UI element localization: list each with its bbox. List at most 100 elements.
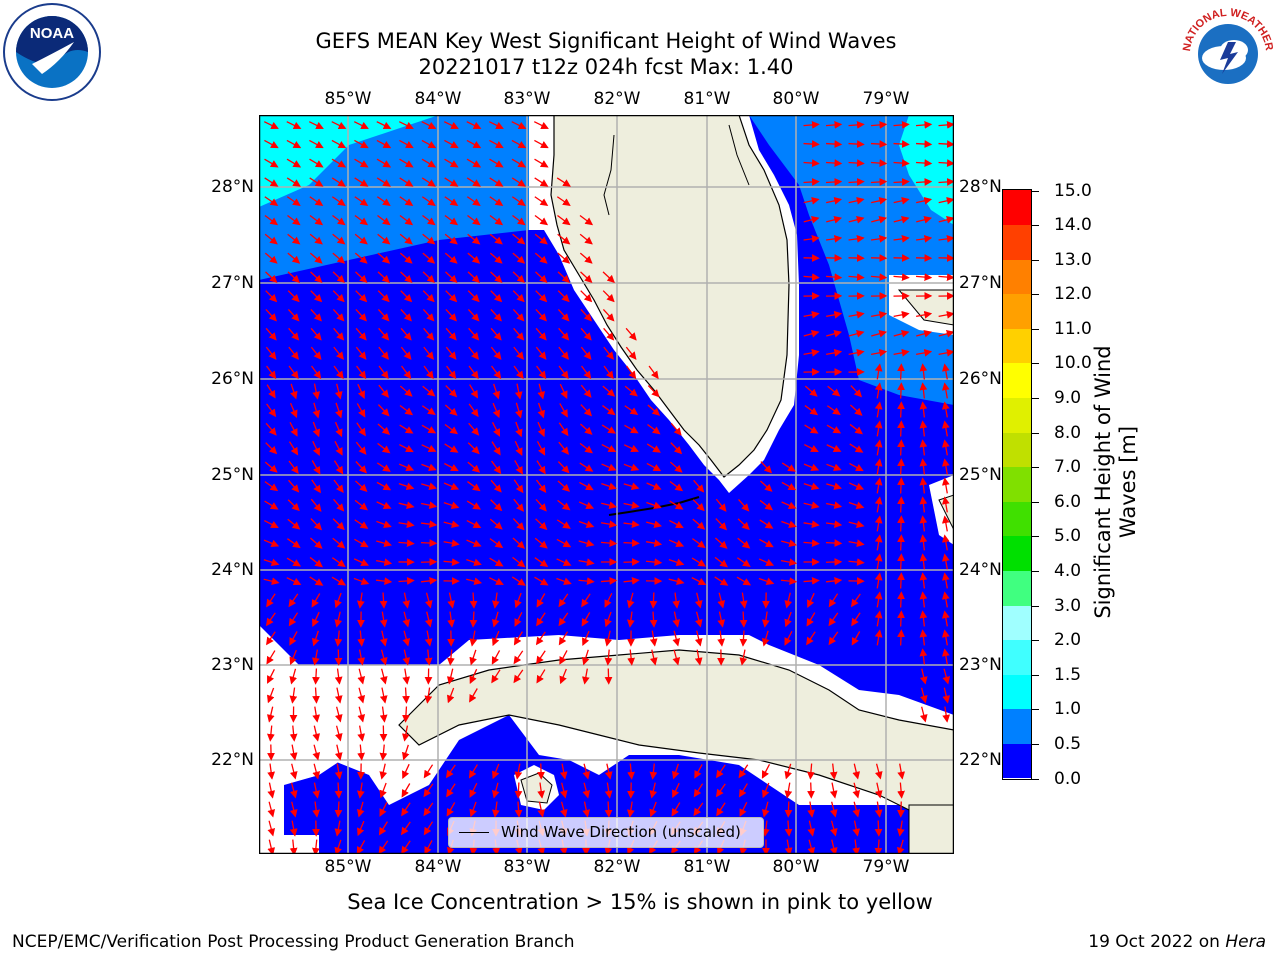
- wind-arrow: [265, 422, 277, 436]
- wind-arrow: [919, 496, 928, 513]
- wind-arrow: [852, 839, 860, 856]
- colorbar-tick-mark: [1032, 709, 1039, 711]
- wind-arrow: [334, 687, 343, 704]
- wind-arrow: [266, 365, 277, 380]
- wind-arrow: [469, 801, 477, 818]
- wind-arrow: [714, 556, 728, 568]
- wind-arrow: [781, 501, 797, 509]
- colorbar-tick-label: 11.0: [1054, 318, 1092, 339]
- wind-arrow: [558, 593, 569, 608]
- wind-arrow: [443, 520, 460, 529]
- wind-arrow: [446, 802, 456, 817]
- wind-arrow: [399, 177, 414, 187]
- colorbar-tick-label: 9.0: [1054, 388, 1082, 409]
- colorbar-segment: [1003, 224, 1031, 260]
- wind-arrow: [557, 290, 570, 303]
- lon-tick-top: 81°W: [683, 89, 731, 109]
- wind-arrow: [400, 290, 413, 303]
- wind-arrow: [289, 422, 298, 437]
- wind-arrow: [623, 520, 640, 528]
- wind-arrow: [357, 668, 366, 685]
- wind-arrow: [826, 482, 842, 491]
- wind-arrow: [871, 329, 888, 338]
- wind-arrow: [627, 611, 635, 628]
- wind-arrow: [492, 801, 500, 818]
- wind-arrow: [354, 158, 369, 168]
- wind-arrow: [803, 501, 820, 510]
- wind-arrow: [266, 706, 275, 723]
- wind-arrow: [376, 158, 392, 168]
- wind-arrow: [444, 252, 458, 264]
- wind-arrow: [897, 782, 905, 799]
- colorbar-segment: [1003, 708, 1031, 744]
- wind-arrow: [848, 310, 865, 319]
- wind-arrow: [288, 441, 299, 456]
- footer-credit: NCEP/EMC/Verification Post Processing Pr…: [12, 932, 575, 952]
- wind-arrow: [941, 553, 950, 570]
- footer-date-text: 19 Oct 2022 on: [1088, 932, 1226, 952]
- wind-arrow: [893, 348, 910, 357]
- wind-arrow: [399, 405, 414, 416]
- wind-arrow: [536, 612, 546, 627]
- wind-arrow: [691, 557, 707, 567]
- wind-arrow: [379, 706, 388, 723]
- wind-arrow: [671, 763, 680, 780]
- wind-arrow: [534, 233, 548, 245]
- wind-arrow: [513, 669, 524, 684]
- wind-arrow: [558, 631, 569, 646]
- colorbar-segment: [1003, 743, 1031, 779]
- wind-arrow: [467, 442, 480, 455]
- colorbar-segment: [1003, 466, 1031, 502]
- wind-arrow: [874, 782, 883, 799]
- wind-arrow: [266, 650, 276, 665]
- wind-arrow: [443, 539, 460, 548]
- wind-arrow: [514, 612, 523, 627]
- wind-arrow: [401, 365, 412, 380]
- wind-arrow: [916, 215, 933, 224]
- wind-arrow: [286, 557, 302, 567]
- wind-arrow: [309, 196, 324, 206]
- wind-arrow: [312, 440, 320, 456]
- wind-arrow: [848, 140, 865, 148]
- wind-arrow: [377, 423, 390, 435]
- wind-arrow: [491, 669, 501, 684]
- wind-arrow: [289, 668, 297, 685]
- wind-arrow: [312, 782, 321, 799]
- wind-arrow: [715, 783, 726, 798]
- wind-arrow: [444, 423, 459, 435]
- wind-arrow: [603, 365, 614, 380]
- wind-arrow: [379, 687, 388, 704]
- colorbar-segment: [1003, 674, 1031, 710]
- wind-arrow: [490, 346, 502, 360]
- wind-arrow: [534, 576, 549, 586]
- band-10-15-nw: [259, 115, 439, 207]
- wind-arrow: [466, 577, 483, 586]
- wind-arrow: [377, 252, 391, 264]
- wind-arrow: [941, 496, 950, 513]
- wind-arrow: [919, 458, 928, 475]
- lat-tick-left: 25°N: [211, 465, 254, 485]
- wind-arrow: [737, 518, 750, 531]
- wind-arrow: [580, 327, 592, 341]
- wind-arrow: [579, 252, 593, 264]
- wind-arrow: [264, 214, 279, 226]
- wind-arrow: [468, 422, 480, 436]
- wind-arrow: [489, 177, 504, 187]
- wind-arrow: [466, 539, 482, 547]
- colorbar-tick-label: 8.0: [1054, 422, 1082, 443]
- wind-arrow: [535, 290, 548, 303]
- wind-arrow: [738, 764, 749, 779]
- wind-arrow: [938, 140, 955, 148]
- wind-arrow: [848, 215, 865, 224]
- wind-arrow: [848, 329, 865, 338]
- wind-arrow: [604, 782, 613, 799]
- wind-arrow: [422, 385, 436, 397]
- wind-arrow: [354, 519, 369, 529]
- wind-arrow: [398, 539, 415, 547]
- wind-arrow: [310, 309, 322, 322]
- wind-arrow: [559, 668, 567, 685]
- wind-arrow: [424, 649, 433, 666]
- wind-arrow: [422, 252, 436, 264]
- wind-arrow: [377, 233, 391, 245]
- wind-arrow: [897, 439, 905, 456]
